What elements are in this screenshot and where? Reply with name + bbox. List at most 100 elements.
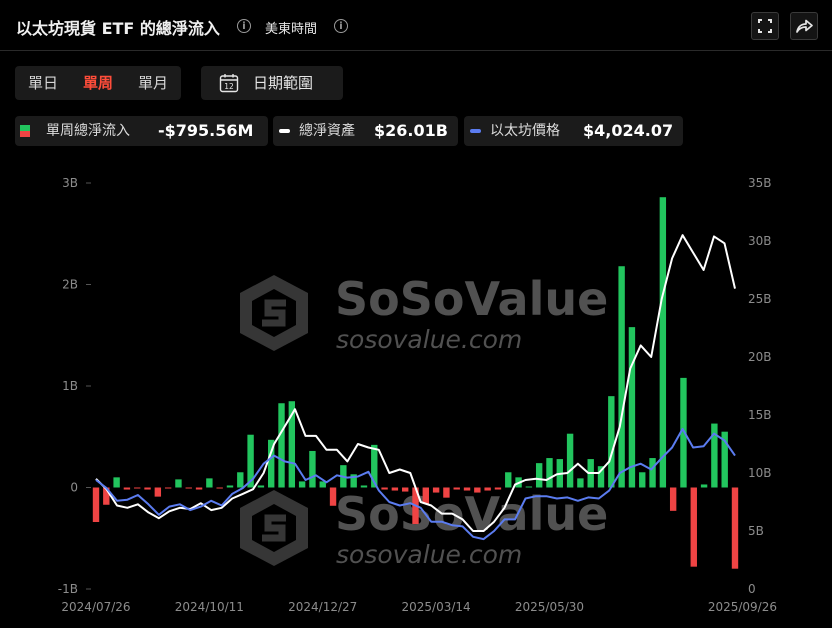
share-icon — [796, 19, 813, 33]
flow-bar — [103, 487, 110, 505]
flow-bar — [391, 487, 399, 491]
bar-swatch — [20, 125, 30, 137]
period-monthly-tab[interactable]: 單月 — [137, 74, 168, 92]
x-tick-label: 2024/12/27 — [288, 600, 357, 614]
x-tick-label: 2025/09/26 — [708, 600, 777, 614]
flow-bar — [134, 487, 141, 489]
right-tick-label: 25B — [748, 292, 772, 306]
watermark-s-mark — [262, 514, 286, 542]
flow-bar — [216, 487, 223, 489]
flow-bar — [659, 197, 667, 488]
right-tick-label: 20B — [748, 350, 772, 364]
flow-bar — [319, 481, 326, 488]
flow-bar — [566, 433, 574, 488]
line-swatch — [470, 129, 481, 133]
flow-bar — [123, 487, 131, 490]
date-range-label: 日期範圍 — [253, 74, 314, 92]
flow-bar — [577, 478, 584, 488]
flow-bar — [298, 481, 306, 488]
header: 以太坊現貨 ETF 的總淨流入 i 美東時間 i — [0, 0, 832, 51]
calendar-icon: 12 — [219, 74, 239, 93]
flow-bar — [597, 466, 605, 488]
x-tick-label: 2024/10/11 — [175, 600, 244, 614]
flow-bar — [257, 485, 265, 488]
flow-bar — [113, 477, 120, 488]
legend-net-assets[interactable]: 總淨資產 $26.01B — [273, 116, 458, 146]
flow-bar — [422, 487, 429, 504]
flow-bar — [309, 450, 316, 488]
date-range-button[interactable]: 12 日期範圍 — [201, 66, 343, 100]
legend-weekly-net-inflow[interactable]: 單周總淨流入 -$795.56M — [15, 116, 268, 146]
flow-bar — [226, 485, 234, 488]
legend-name: 單周總淨流入 — [46, 123, 130, 139]
flow-bar — [525, 486, 533, 488]
watermark-brand: SoSoValue — [335, 487, 608, 541]
flow-bar — [649, 458, 656, 488]
watermark-url: sosovalue.com — [336, 540, 522, 569]
flow-bar — [175, 479, 182, 488]
flow-bar — [268, 439, 275, 488]
x-axis: 2024/07/26 2024/10/11 2024/12/27 2025/03/14… — [61, 600, 777, 614]
flow-bar — [505, 472, 512, 488]
flow-bar — [494, 487, 502, 490]
legend-name: 以太坊價格 — [490, 123, 560, 139]
flow-bar — [700, 484, 708, 488]
flow-bar — [690, 487, 697, 567]
watermark-brand: SoSoValue — [335, 272, 608, 326]
right-tick-label: 30B — [748, 234, 772, 248]
flow-bar — [185, 487, 192, 489]
left-tick-label: 0 — [70, 481, 78, 495]
legend-value: $26.01B — [374, 121, 448, 140]
flow-bar — [154, 487, 162, 497]
right-tick-label: 0 — [748, 582, 756, 596]
left-tick-label: -1B — [58, 582, 78, 596]
right-tick-label: 10B — [748, 466, 772, 480]
flow-bar — [164, 487, 172, 489]
period-weekly-tab[interactable]: 單周 — [82, 74, 113, 92]
timezone-info-icon[interactable]: i — [334, 19, 348, 33]
calendar-day-label: 12 — [224, 82, 234, 91]
flow-bar — [639, 472, 646, 488]
right-axis: 0 5B 10B 15B 20B 25B 30B 35B — [748, 176, 772, 596]
flow-bar — [329, 487, 337, 506]
eth-price-line — [95, 427, 736, 541]
flow-bar — [711, 423, 718, 488]
left-tick-label: 1B — [62, 379, 78, 393]
info-icon[interactable]: i — [237, 19, 251, 33]
flow-bar — [474, 487, 481, 493]
legend-value: $4,024.07 — [583, 121, 674, 140]
flow-bar — [402, 487, 409, 492]
watermark: SoSoValuesosovalue.comSoSoValuesosovalue… — [240, 272, 608, 569]
fullscreen-button[interactable] — [751, 12, 779, 40]
fullscreen-icon — [758, 19, 772, 33]
flow-bar — [669, 487, 677, 511]
flow-bar — [195, 487, 203, 490]
flow-bar — [453, 487, 460, 490]
flow-bar — [628, 327, 636, 488]
flow-bar — [443, 487, 450, 498]
x-tick-label: 2025/03/14 — [402, 600, 471, 614]
x-tick-label: 2024/07/26 — [61, 600, 130, 614]
right-tick-label: 5B — [748, 524, 764, 538]
flow-bar — [206, 478, 213, 488]
chart-canvas[interactable]: SoSoValuesosovalue.comSoSoValuesosovalue… — [0, 160, 832, 628]
timezone-label: 美東時間 — [265, 22, 318, 37]
legend-value: -$795.56M — [158, 121, 254, 140]
flow-bar — [608, 396, 615, 488]
period-daily-tab[interactable]: 單日 — [27, 74, 58, 92]
share-button[interactable] — [790, 12, 818, 40]
bar-series — [92, 197, 739, 569]
flow-bar — [360, 485, 368, 488]
flow-bar — [350, 474, 357, 488]
period-selector: 單日 單周 單月 — [15, 66, 181, 100]
flow-bar — [288, 401, 296, 488]
flow-bar — [92, 487, 100, 523]
flow-bar — [247, 434, 254, 488]
legend-name: 總淨資產 — [299, 123, 355, 139]
line-swatch — [279, 129, 290, 133]
legend-eth-price[interactable]: 以太坊價格 $4,024.07 — [464, 116, 683, 146]
right-tick-label: 15B — [748, 408, 772, 422]
flow-bar — [371, 444, 378, 488]
flow-bar — [381, 487, 388, 490]
